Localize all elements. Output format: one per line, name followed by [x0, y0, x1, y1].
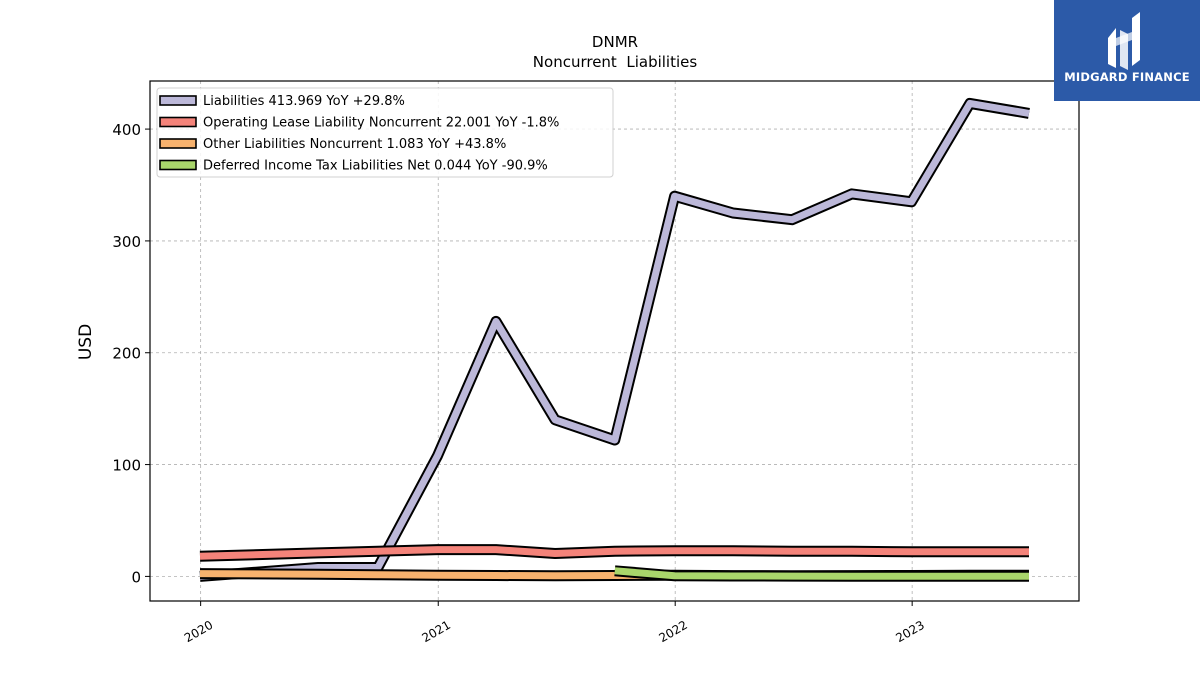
legend: Liabilities 413.969 YoY +29.8% Operating … — [156, 87, 614, 178]
series-line-1 — [199, 546, 1029, 560]
legend-label: Operating Lease Liability Noncurrent 22.… — [203, 116, 559, 131]
legend-swatch — [159, 116, 197, 128]
x-tick-label: 2023 — [893, 618, 926, 645]
plot-frame — [149, 80, 1080, 602]
brand-logo: MIDGARD FINANCE — [1054, 0, 1200, 101]
x-tick-label: 2020 — [182, 618, 215, 645]
chart-subtitle: Noncurrent Liabilities — [533, 53, 698, 71]
x-tick-label: 2022 — [656, 618, 689, 645]
y-tick-label: 0 — [131, 568, 141, 586]
y-tick-label: 200 — [112, 345, 141, 363]
legend-swatch — [159, 159, 197, 171]
legend-box — [156, 87, 614, 178]
legend-swatch — [159, 138, 197, 149]
brand-name: MIDGARD FINANCE — [1064, 70, 1190, 84]
series-lines — [199, 97, 1030, 582]
axes: 0 100 200 300 400 2020 2021 2022 2023 — [112, 121, 927, 645]
y-tick-label: 400 — [112, 121, 141, 139]
legend-label: Other Liabilities Noncurrent 1.083 YoY +… — [203, 137, 506, 152]
legend-swatch — [159, 95, 197, 106]
brand-mark-icon — [1108, 12, 1140, 70]
y-tick-label: 100 — [112, 457, 141, 475]
x-tick-label: 2021 — [420, 618, 453, 645]
y-axis-label: USD — [76, 324, 96, 360]
legend-label: Deferred Income Tax Liabilities Net 0.04… — [203, 159, 548, 174]
chart-title: DNMR — [592, 33, 638, 51]
y-tick-label: 300 — [112, 233, 141, 251]
series-line-3 — [614, 567, 1029, 580]
legend-label: Liabilities 413.969 YoY +29.8% — [203, 94, 405, 109]
